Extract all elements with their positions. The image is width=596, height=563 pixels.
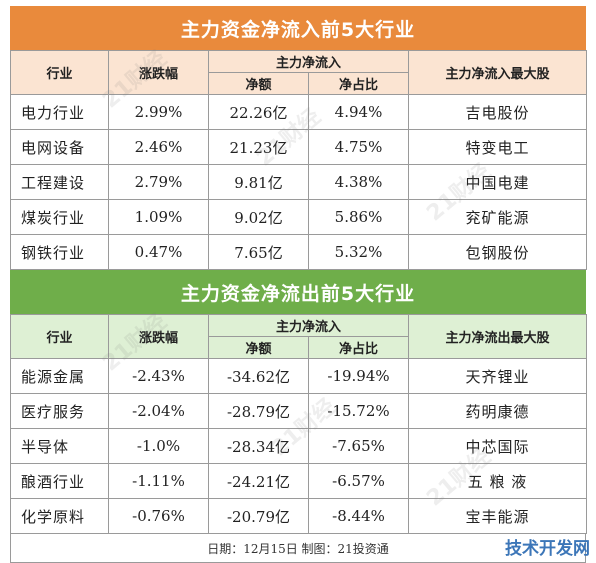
top-stock-cell: 兖矿能源 [408,199,588,235]
outflow-title: 主力资金净流出前5大行业 [10,270,586,314]
net-share-cell: 5.32% [307,234,410,270]
industry-cell: 工程建设 [10,164,109,200]
industry-cell: 电力行业 [10,94,109,130]
table-row: 化学原料 -0.76% -20.79亿 -8.44% 宝丰能源 [10,498,588,534]
net-share-cell: 4.75% [307,129,410,165]
change-cell: -1.11% [108,463,209,499]
top-stock-cell: 天齐锂业 [408,358,588,394]
inflow-table: 行业 涨跌幅 主力净流入 主力净流入最大股 净额 净占比 电力行业 2.99% … [10,50,588,270]
header-change: 涨跌幅 [108,314,209,359]
industry-cell: 酿酒行业 [10,463,109,499]
net-share-cell: -6.57% [307,463,410,499]
header-net-amount: 净额 [208,72,309,95]
net-share-cell: -8.44% [307,498,410,534]
change-cell: 2.79% [108,164,209,200]
industry-cell: 煤炭行业 [10,199,109,235]
net-amount-cell: -20.79亿 [208,498,309,534]
site-logo: 技术开发网 [505,539,590,559]
table-row: 酿酒行业 -1.11% -24.21亿 -6.57% 五 粮 液 [10,463,588,499]
net-amount-cell: 22.26亿 [208,94,309,130]
table-row: 工程建设 2.79% 9.81亿 4.38% 中国电建 [10,164,588,200]
net-amount-cell: 9.81亿 [208,164,309,200]
change-cell: -1.0% [108,428,209,464]
change-cell: 0.47% [108,234,209,270]
table-row: 钢铁行业 0.47% 7.65亿 5.32% 包钢股份 [10,234,588,270]
change-cell: -0.76% [108,498,209,534]
industry-cell: 能源金属 [10,358,109,394]
industry-cell: 化学原料 [10,498,109,534]
header-industry: 行业 [10,50,109,95]
table-row: 能源金属 -2.43% -34.62亿 -19.94% 天齐锂业 [10,358,588,394]
header-industry: 行业 [10,314,109,359]
industry-cell: 半导体 [10,428,109,464]
net-amount-cell: -34.62亿 [208,358,309,394]
table-row: 半导体 -1.0% -28.34亿 -7.65% 中芯国际 [10,428,588,464]
header-net-share: 净占比 [307,336,410,359]
header-net-amount: 净额 [208,336,309,359]
header-change: 涨跌幅 [108,50,209,95]
net-amount-cell: 7.65亿 [208,234,309,270]
outflow-table: 行业 涨跌幅 主力净流入 主力净流出最大股 净额 净占比 能源金属 -2.43%… [10,314,588,534]
industry-cell: 电网设备 [10,129,109,165]
top-stock-cell: 中国电建 [408,164,588,200]
top-stock-cell: 中芯国际 [408,428,588,464]
outflow-header-row: 行业 涨跌幅 主力净流入 主力净流出最大股 [10,314,588,359]
industry-cell: 医疗服务 [10,393,109,429]
table-row: 医疗服务 -2.04% -28.79亿 -15.72% 药明康德 [10,393,588,429]
net-amount-cell: -24.21亿 [208,463,309,499]
header-top-stock: 主力净流入最大股 [408,50,588,95]
top-stock-cell: 包钢股份 [408,234,588,270]
net-share-cell: -7.65% [307,428,410,464]
table-row: 电网设备 2.46% 21.23亿 4.75% 特变电工 [10,129,588,165]
net-share-cell: -15.72% [307,393,410,429]
top-stock-cell: 吉电股份 [408,94,588,130]
net-share-cell: 4.94% [307,94,410,130]
header-net-inflow-group: 主力净流入 [207,50,410,73]
net-amount-cell: 21.23亿 [208,129,309,165]
top-stock-cell: 药明康德 [408,393,588,429]
net-share-cell: 5.86% [307,199,410,235]
inflow-header-row: 行业 涨跌幅 主力净流入 主力净流入最大股 [10,50,588,95]
top-stock-cell: 五 粮 液 [408,463,588,499]
table-row: 电力行业 2.99% 22.26亿 4.94% 吉电股份 [10,94,588,130]
net-amount-cell: 9.02亿 [208,199,309,235]
header-net-inflow-group: 主力净流入 [207,314,410,337]
header-net-share: 净占比 [307,72,410,95]
inflow-title: 主力资金净流入前5大行业 [10,6,586,50]
net-share-cell: 4.38% [307,164,410,200]
change-cell: -2.04% [108,393,209,429]
outflow-subheader-row: 净额 净占比 [11,336,587,359]
industry-cell: 钢铁行业 [10,234,109,270]
change-cell: -2.43% [108,358,209,394]
fund-flow-panel: 主力资金净流入前5大行业 行业 涨跌幅 主力净流入 主力净流入最大股 净额 净占… [10,6,588,563]
change-cell: 1.09% [108,199,209,235]
net-share-cell: -19.94% [307,358,410,394]
change-cell: 2.99% [108,94,209,130]
change-cell: 2.46% [108,129,209,165]
footer-note: 日期：12月15日 制图：21投资通 [10,534,586,563]
table-row: 煤炭行业 1.09% 9.02亿 5.86% 兖矿能源 [10,199,588,235]
inflow-subheader-row: 净额 净占比 [11,72,587,95]
header-top-stock: 主力净流出最大股 [408,314,588,359]
top-stock-cell: 宝丰能源 [408,498,588,534]
net-amount-cell: -28.79亿 [208,393,309,429]
top-stock-cell: 特变电工 [408,129,588,165]
net-amount-cell: -28.34亿 [208,428,309,464]
